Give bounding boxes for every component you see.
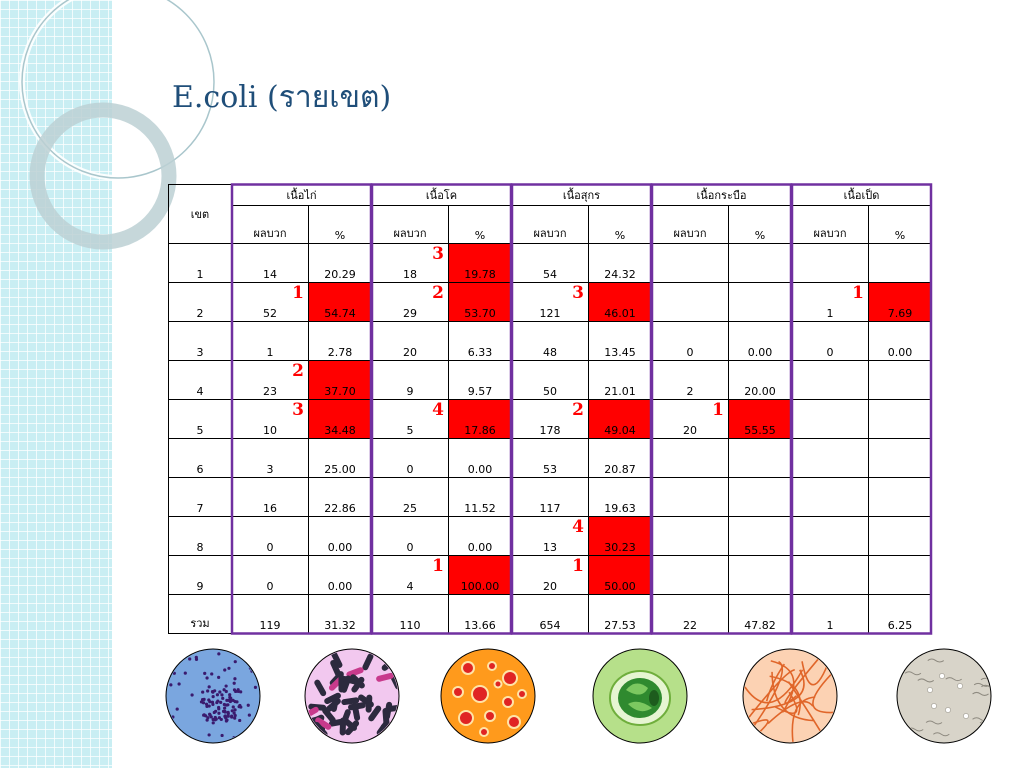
orange-colony-slide-icon [440,648,536,744]
page-title: E.coli (รายเขต) [172,80,392,115]
small-ring [29,102,177,250]
orange-filament-slide-icon [742,648,838,744]
region-cell: รวม [168,594,232,634]
ring-decoration [19,0,217,250]
large-ring-outline [21,0,215,179]
region-cell: 6 [168,438,232,478]
green-cell-slide-icon [592,648,688,744]
grey-spore-slide-icon [896,648,992,744]
purple-cocci-slide-icon [165,648,261,744]
region-cell: 7 [168,477,232,517]
region-cell: 2 [168,282,232,322]
region-cell: 3 [168,321,232,361]
rod-bacteria-slide-icon [304,648,400,744]
region-cell: 9 [168,555,232,595]
